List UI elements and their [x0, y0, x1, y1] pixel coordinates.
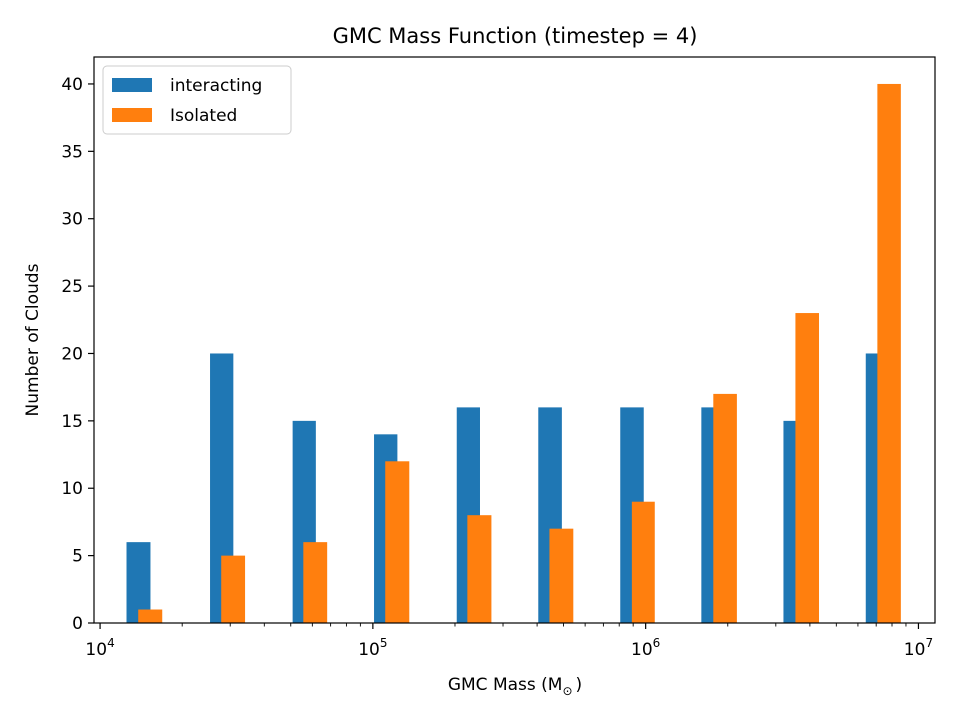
y-tick-label: 25 [61, 277, 83, 297]
bar-isolated-9 [877, 83, 901, 623]
bar-isolated-8 [795, 313, 820, 623]
x-tick-label: 107 [904, 636, 933, 660]
x-tick-base: 10 [358, 640, 380, 660]
y-axis-label: Number of Clouds [23, 263, 43, 416]
y-tick-label: 15 [61, 412, 83, 432]
x-tick-exponent: 4 [107, 636, 115, 650]
bar-isolated-4 [467, 515, 492, 623]
x-axis-label-close: ) [576, 675, 583, 695]
bar-isolated-2 [303, 542, 328, 623]
bar-isolated-3 [385, 461, 410, 623]
legend-label-interacting: interacting [170, 76, 262, 96]
x-tick-label: 104 [85, 636, 114, 660]
bar-isolated-7 [713, 393, 737, 623]
legend-label-isolated: Isolated [170, 106, 237, 126]
chart-title: GMC Mass Function (timestep = 4) [333, 24, 698, 48]
x-tick-label: 105 [358, 636, 387, 660]
x-tick-base: 10 [631, 640, 653, 660]
bar-isolated-6 [631, 501, 655, 623]
legend-swatch-interacting [112, 78, 152, 92]
x-tick-base: 10 [85, 640, 107, 660]
bar-isolated-0 [138, 609, 163, 623]
legend: interacting Isolated [102, 65, 292, 135]
axes-frame [93, 56, 936, 624]
y-tick-label: 40 [61, 75, 83, 95]
y-tick-label: 30 [61, 210, 83, 230]
legend-swatch-isolated [112, 108, 152, 122]
bar-interacting-0 [126, 542, 151, 623]
bars-layer [126, 83, 901, 623]
bar-isolated-1 [221, 555, 246, 623]
y-tick-label: 35 [61, 142, 83, 162]
bar-isolated-5 [549, 528, 574, 623]
x-tick-label: 106 [631, 636, 660, 660]
y-tick-label: 0 [72, 614, 83, 634]
y-tick-label: 10 [61, 479, 83, 499]
y-axis-ticks: 0 5 10 15 20 25 30 35 40 [61, 75, 94, 634]
x-tick-exponent: 6 [653, 636, 661, 650]
x-tick-exponent: 5 [380, 636, 388, 650]
x-tick-base: 10 [904, 640, 926, 660]
x-tick-exponent: 7 [925, 636, 933, 650]
x-axis-label: GMC Mass (M⊙) [448, 675, 582, 698]
x-axis-label-subscript: ⊙ [562, 684, 572, 698]
x-axis-ticks: 104 105 106 107 [85, 623, 933, 660]
y-tick-label: 20 [61, 344, 83, 364]
y-tick-label: 5 [72, 547, 83, 567]
